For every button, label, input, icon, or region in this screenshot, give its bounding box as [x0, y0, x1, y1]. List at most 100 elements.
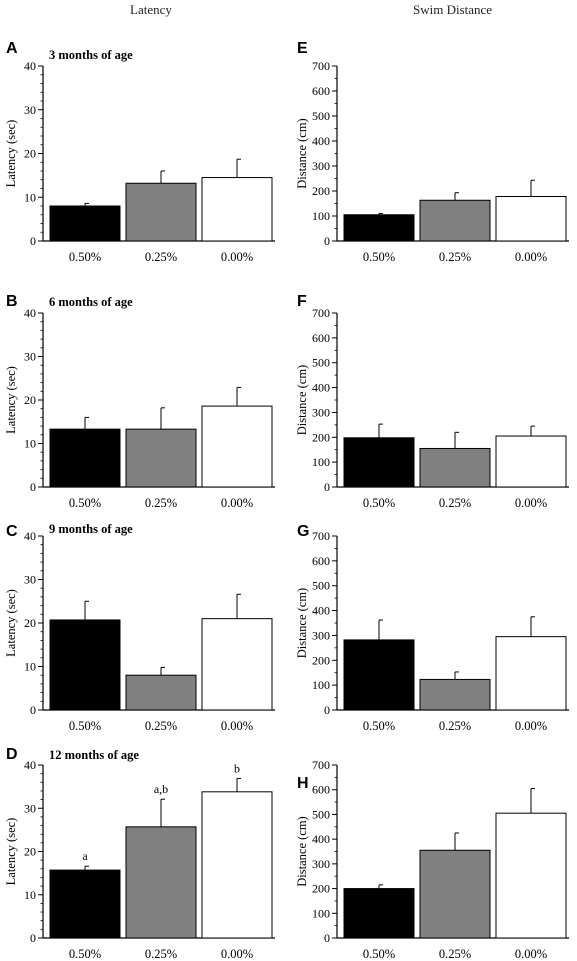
panel-d-sig-label-2: a,b — [154, 782, 168, 796]
panel-b-y-tick-label: 30 — [24, 350, 36, 364]
panel-d-x-tick-label-3: 0.00% — [221, 947, 253, 961]
panel-g-y-tick-label: 300 — [312, 628, 330, 642]
panel-a-y-axis-title: Latency (sec) — [4, 120, 18, 188]
panel-g-y-tick-label: 400 — [312, 604, 330, 618]
panel-h-y-tick-label: 0 — [324, 931, 330, 945]
panel-a-bar-1 — [49, 205, 121, 242]
panel-e-y-tick-label: 100 — [312, 209, 330, 223]
panel-h-x-tick-label-3: 0.00% — [515, 947, 547, 961]
column-title-latency: Latency — [130, 2, 172, 17]
panel-e-letter: E — [297, 40, 308, 57]
panel-g-y-tick-label: 500 — [312, 579, 330, 593]
panel-h-letter: H — [297, 775, 309, 792]
panel-b-x-tick-label-1: 0.50% — [69, 496, 101, 510]
panel-g-y-tick-label: 100 — [312, 678, 330, 692]
panel-e-bar-1 — [343, 214, 415, 242]
panel-h-y-tick-label: 100 — [312, 906, 330, 920]
panel-d-sig-label-1: a — [82, 849, 88, 863]
panel-b-y-tick-label: 0 — [30, 480, 36, 494]
panel-a-y-tick-label: 0 — [30, 234, 36, 248]
panel-b-y-tick-label: 20 — [24, 393, 36, 407]
panel-a-y-tick-label: 30 — [24, 103, 36, 117]
panel-b-x-tick-label-2: 0.25% — [145, 496, 177, 510]
panel-h-bar-3 — [495, 812, 567, 939]
panel-a-y-tick-label: 20 — [24, 147, 36, 161]
panel-f-y-tick-label: 700 — [312, 306, 330, 320]
panel-e-y-tick-label: 700 — [312, 59, 330, 73]
panel-f-y-axis-title: Distance (cm) — [295, 365, 309, 435]
panel-g-y-axis-title: Distance (cm) — [295, 588, 309, 658]
panel-f-x-tick-label-2: 0.25% — [439, 496, 471, 510]
panel-d-y-tick-label: 10 — [24, 888, 36, 902]
panel-b-y-tick-label: 40 — [24, 306, 36, 320]
panel-g-bar-2 — [419, 678, 491, 711]
panel-h-y-tick-label: 700 — [312, 758, 330, 772]
panel-f-y-tick-label: 300 — [312, 405, 330, 419]
panel-c-bar-3 — [201, 618, 273, 711]
panel-f-bar-2 — [419, 447, 491, 488]
column-title-swim-distance: Swim Distance — [413, 2, 493, 17]
panel-e-y-tick-label: 300 — [312, 159, 330, 173]
panel-f-y-tick-label: 500 — [312, 356, 330, 370]
panel-g-x-tick-label-1: 0.50% — [363, 719, 395, 733]
panel-e-y-tick-label: 600 — [312, 84, 330, 98]
panel-h-y-tick-label: 500 — [312, 807, 330, 821]
panel-c-y-tick-label: 10 — [24, 660, 36, 674]
panel-f-x-tick-label-1: 0.50% — [363, 496, 395, 510]
panel-h-y-tick-label: 400 — [312, 832, 330, 846]
panel-b-bar-2 — [125, 428, 197, 488]
panel-b-y-axis-title: Latency (sec) — [4, 366, 18, 434]
panel-d-y-tick-label: 0 — [30, 931, 36, 945]
panel-a-bar-2 — [125, 182, 197, 242]
panel-e-bar-2 — [419, 199, 491, 242]
panel-e-y-tick-label: 400 — [312, 134, 330, 148]
panel-f-x-tick-label-3: 0.00% — [515, 496, 547, 510]
panel-e-x-tick-label-2: 0.25% — [439, 250, 471, 264]
panel-c-y-tick-label: 20 — [24, 616, 36, 630]
panel-h-x-tick-label-2: 0.25% — [439, 947, 471, 961]
panel-f-y-tick-label: 600 — [312, 331, 330, 345]
panel-h-y-axis-title: Distance (cm) — [295, 816, 309, 886]
panel-b-y-tick-label: 10 — [24, 437, 36, 451]
panel-a-x-tick-label-1: 0.50% — [69, 250, 101, 264]
panel-h-bar-2 — [419, 849, 491, 939]
panel-e-y-tick-label: 200 — [312, 184, 330, 198]
panel-e-y-tick-label: 500 — [312, 109, 330, 123]
panel-c-x-tick-label-2: 0.25% — [145, 719, 177, 733]
panel-f-y-tick-label: 200 — [312, 430, 330, 444]
panel-c-y-tick-label: 40 — [24, 529, 36, 543]
panel-f-bar-3 — [495, 435, 567, 488]
panel-d-sig-label-3: b — [234, 761, 240, 775]
panel-f-letter: F — [297, 293, 307, 310]
panel-h-y-tick-label: 300 — [312, 857, 330, 871]
panel-g-bar-1 — [343, 639, 415, 711]
panel-e-x-tick-label-3: 0.00% — [515, 250, 547, 264]
panel-c-x-tick-label-1: 0.50% — [69, 719, 101, 733]
panel-c-letter: C — [6, 523, 18, 540]
panel-c-y-tick-label: 30 — [24, 573, 36, 587]
panel-h-x-tick-label-1: 0.50% — [363, 947, 395, 961]
panel-a-x-tick-label-2: 0.25% — [145, 250, 177, 264]
panel-h-y-tick-label: 600 — [312, 783, 330, 797]
panel-h-y-tick-label: 200 — [312, 882, 330, 896]
panel-c-title: 9 months of age — [49, 522, 133, 536]
panel-c-y-axis-title: Latency (sec) — [4, 589, 18, 657]
panel-d-y-tick-label: 30 — [24, 801, 36, 815]
panel-e-bar-3 — [495, 196, 567, 242]
panel-d-y-tick-label: 40 — [24, 758, 36, 772]
panel-d-x-tick-label-1: 0.50% — [69, 947, 101, 961]
panel-d-bar-2 — [125, 826, 197, 939]
panel-a-x-tick-label-3: 0.00% — [221, 250, 253, 264]
panel-e-y-axis-title: Distance (cm) — [295, 118, 309, 188]
panel-a-bar-3 — [201, 177, 273, 242]
panel-a-y-tick-label: 10 — [24, 190, 36, 204]
panel-d-y-tick-label: 20 — [24, 845, 36, 859]
panel-f-y-tick-label: 400 — [312, 381, 330, 395]
panel-c-bar-2 — [125, 674, 197, 711]
panel-g-y-tick-label: 200 — [312, 653, 330, 667]
panel-e-x-tick-label-1: 0.50% — [363, 250, 395, 264]
panel-c-x-tick-label-3: 0.00% — [221, 719, 253, 733]
panel-a-letter: A — [6, 40, 18, 57]
